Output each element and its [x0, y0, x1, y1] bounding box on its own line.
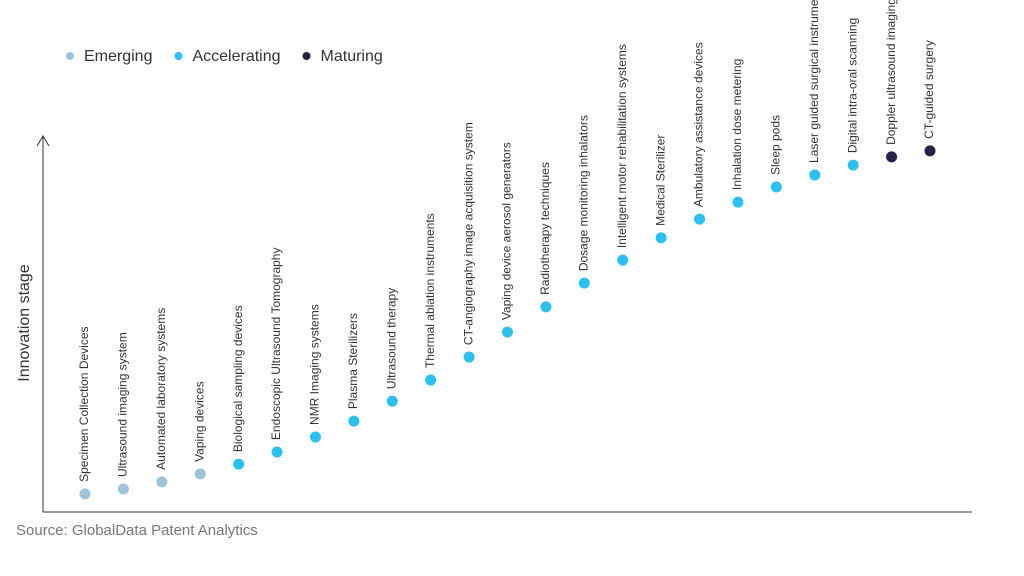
point-label: Vaping device aerosol generators — [500, 142, 514, 320]
data-point — [348, 415, 360, 427]
point-label: Vaping devices — [192, 381, 206, 462]
data-point — [617, 254, 629, 266]
y-axis-arrow — [36, 135, 50, 147]
data-point — [694, 213, 706, 225]
data-point — [502, 326, 513, 338]
data-point — [309, 431, 321, 443]
point-label: Specimen Collection Devices — [77, 326, 91, 481]
legend-label: Maturing — [321, 48, 383, 65]
data-point — [156, 476, 168, 488]
point-label: Endoscopic Ultrasound Tomography — [269, 247, 283, 440]
data-point — [809, 169, 821, 181]
point-label: Automated laboratory systems — [154, 308, 168, 470]
data-point — [79, 488, 91, 500]
point-label: CT-guided surgery — [922, 40, 936, 139]
data-point — [425, 374, 437, 386]
point-label: Biological sampling devices — [231, 305, 245, 452]
point-label: Thermal ablation instruments — [423, 213, 437, 368]
data-point — [117, 483, 129, 495]
point-label: Inhalation dose metering — [730, 59, 744, 190]
data-point — [770, 181, 782, 193]
data-point — [271, 446, 283, 458]
legend-label: Emerging — [84, 48, 152, 65]
legend-marker — [66, 52, 74, 60]
data-point — [233, 458, 245, 470]
point-label: Doppler ultrasound imaging — [884, 0, 898, 145]
point-label: Radiotherapy techniques — [538, 162, 552, 295]
source: Source: GlobalData Patent Analytics — [16, 522, 258, 539]
data-point — [194, 468, 206, 480]
point-label: CT-angiography image acquisition system — [461, 122, 475, 345]
point-label: Dosage monitoring inhalators — [576, 115, 590, 271]
data-point — [578, 277, 590, 289]
data-point — [540, 301, 552, 313]
y-axis-title: Innovation stage — [16, 264, 33, 382]
data-point — [463, 351, 475, 363]
data-point — [886, 151, 898, 163]
point-label: Ultrasound imaging system — [116, 332, 130, 477]
point-label: Plasma Sterilizers — [346, 313, 360, 409]
legend-marker — [302, 52, 311, 60]
point-label: Ambulatory assistance devices — [692, 42, 706, 207]
data-point — [386, 395, 398, 407]
point-label: Intelligent motor rehabilitation systems — [615, 44, 629, 248]
point-label: Ultrasound therapy — [384, 288, 398, 389]
legend-marker — [174, 52, 183, 60]
point-label: Sleep pods — [769, 115, 783, 175]
legend-label: Accelerating — [192, 48, 280, 65]
point-label: Medical Sterilizer — [653, 135, 667, 226]
data-point — [655, 232, 667, 244]
point-label: Digital intra-oral scanning — [845, 18, 859, 153]
point-label: NMR Imaging systems — [308, 304, 322, 425]
data-point — [732, 196, 744, 208]
data-point — [847, 159, 859, 171]
data-point — [924, 145, 936, 157]
point-label: Laser guided surgical instruments — [807, 0, 821, 163]
